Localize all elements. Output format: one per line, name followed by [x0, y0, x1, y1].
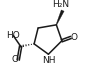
Polygon shape: [56, 10, 64, 25]
Text: HO: HO: [6, 31, 20, 40]
Text: NH: NH: [42, 56, 56, 65]
Text: H₂N: H₂N: [53, 0, 70, 10]
Text: O: O: [71, 33, 78, 42]
Text: O: O: [12, 55, 19, 64]
